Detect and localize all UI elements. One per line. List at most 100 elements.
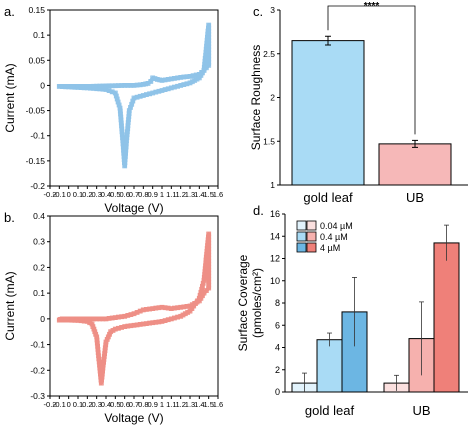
data-point	[122, 163, 128, 169]
data-point	[162, 305, 168, 311]
data-point	[131, 95, 137, 101]
data-point	[99, 377, 104, 383]
data-point	[206, 276, 212, 282]
data-point	[112, 90, 118, 96]
data-point	[203, 49, 209, 55]
x-tick-label: 0.5	[110, 400, 120, 409]
data-point	[156, 305, 162, 311]
x-tick-label: 0.6	[119, 190, 129, 199]
data-point	[184, 303, 190, 309]
data-point	[119, 314, 124, 320]
data-point	[175, 75, 181, 81]
data-point	[118, 117, 124, 123]
x-tick-label: 0.1	[73, 400, 83, 409]
data-point	[66, 316, 72, 322]
data-point	[198, 289, 204, 295]
legend-label: 0.4 µM	[320, 232, 348, 242]
panel-a-letter: a.	[4, 4, 15, 19]
data-point	[206, 234, 212, 240]
data-point	[96, 356, 102, 362]
data-point	[165, 86, 171, 92]
data-point	[102, 348, 108, 354]
data-point	[187, 303, 193, 309]
x-axis-label: Voltage (V)	[104, 201, 163, 215]
data-point	[97, 316, 103, 322]
data-point	[206, 53, 212, 59]
data-point	[201, 277, 207, 283]
data-point	[105, 334, 111, 340]
data-point	[206, 25, 212, 31]
significance-label: ****	[364, 1, 380, 12]
x-tick-label: 1.4	[194, 400, 204, 409]
data-point	[97, 83, 103, 89]
data-point	[125, 83, 131, 88]
data-point	[104, 336, 110, 342]
data-point	[112, 326, 118, 332]
y-tick-label: 0.05	[28, 55, 45, 65]
y-tick-label: 8	[275, 298, 280, 308]
data-point	[122, 313, 128, 319]
chart-b: -0.2-0.1 0 0.10.20.30.40.50.60.70.80.9 1 1.1…	[3, 211, 223, 425]
y-tick-label: -0.1	[30, 131, 45, 141]
x-category-label: UB	[412, 403, 430, 418]
y-tick-label: 0.3	[33, 237, 45, 247]
y-tick-label: 0	[40, 314, 45, 324]
data-point	[206, 41, 212, 47]
data-point	[199, 293, 205, 299]
data-point	[129, 101, 135, 107]
data-point	[162, 318, 168, 324]
data-point	[206, 50, 212, 56]
data-point	[97, 86, 103, 92]
data-point	[147, 306, 153, 312]
x-tick-label: -0.1	[53, 190, 66, 199]
data-point	[137, 308, 143, 314]
x-tick-label: 0.3	[91, 190, 101, 199]
data-point	[206, 22, 212, 28]
x-tick-label: 0.7	[129, 400, 139, 409]
chart-a: -0.2-0.1 0 0.10.20.30.40.50.60.70.80.9 1 1.1…	[3, 5, 223, 215]
data-point	[106, 315, 112, 321]
data-point	[123, 144, 129, 150]
data-point	[156, 319, 162, 325]
data-point	[171, 315, 177, 321]
data-point	[134, 94, 140, 100]
y-tick-label: -0.3	[30, 391, 45, 401]
data-point	[102, 351, 107, 357]
data-point	[196, 75, 202, 81]
data-point	[175, 305, 181, 311]
cv-trace	[57, 23, 211, 168]
chart-c: 3 2.5 2 1.5 1 Surface Roughness gold leaf UB ***…	[249, 1, 468, 205]
data-point	[103, 339, 109, 345]
data-point	[103, 87, 109, 92]
data-point	[122, 83, 128, 88]
data-point	[206, 252, 212, 258]
data-point	[107, 331, 112, 337]
data-point	[94, 340, 100, 346]
legend-label: 4 µM	[320, 243, 340, 253]
x-tick-label: 0.8	[138, 190, 148, 199]
data-point	[116, 314, 121, 320]
data-point	[125, 126, 131, 132]
data-point	[103, 342, 109, 348]
x-tick-label: -0.2	[44, 400, 57, 409]
data-point	[126, 114, 132, 119]
data-point	[125, 123, 131, 129]
data-point	[78, 84, 84, 89]
legend-swatch	[296, 242, 307, 253]
data-point	[147, 91, 153, 97]
y-tick-label: -0.1	[30, 340, 45, 350]
data-point	[88, 84, 93, 89]
data-point	[143, 92, 149, 97]
data-point	[206, 261, 212, 267]
data-point	[134, 322, 140, 328]
bar	[378, 143, 452, 186]
data-point	[84, 316, 90, 322]
data-point	[120, 144, 126, 150]
data-point	[181, 74, 187, 80]
data-point	[206, 231, 212, 237]
x-tick-label: 0.2	[82, 190, 92, 199]
legend-swatch	[296, 231, 307, 242]
legend-swatch	[296, 220, 307, 231]
data-point	[125, 323, 131, 329]
data-point	[109, 89, 115, 95]
